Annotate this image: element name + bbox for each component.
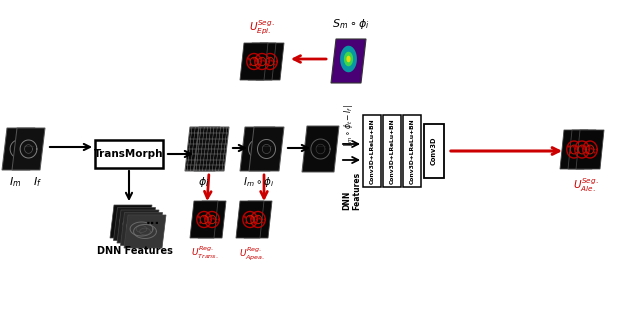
Polygon shape	[346, 56, 351, 62]
Polygon shape	[302, 126, 339, 172]
Polygon shape	[198, 201, 226, 238]
Text: $|I_m \circ \phi_t - I_f|$: $|I_m \circ \phi_t - I_f|$	[342, 104, 355, 147]
Text: $U^{Reg.}_{Apea.}$: $U^{Reg.}_{Apea.}$	[239, 245, 265, 262]
Text: Conv3D+LReLu+BN: Conv3D+LReLu+BN	[410, 118, 415, 184]
Polygon shape	[240, 43, 268, 80]
Text: Conv3D+LReLu+BN: Conv3D+LReLu+BN	[369, 118, 374, 184]
Polygon shape	[560, 130, 588, 169]
Text: $U^{Seg.}_{Epi.}$: $U^{Seg.}_{Epi.}$	[249, 19, 275, 37]
Text: $U^{Seg.}_{Ale.}$: $U^{Seg.}_{Ale.}$	[573, 176, 599, 194]
Polygon shape	[190, 201, 218, 238]
Polygon shape	[185, 127, 220, 171]
Polygon shape	[344, 52, 353, 66]
Polygon shape	[256, 43, 284, 80]
Polygon shape	[113, 208, 156, 240]
Bar	[363, 115, 381, 187]
Polygon shape	[124, 215, 166, 248]
Polygon shape	[568, 130, 596, 169]
Polygon shape	[120, 213, 163, 245]
Polygon shape	[110, 205, 152, 238]
Bar	[403, 115, 421, 187]
Text: $I_f$: $I_f$	[33, 175, 42, 189]
Text: Conv3D+LReLu+BN: Conv3D+LReLu+BN	[390, 118, 394, 184]
Bar	[424, 124, 444, 178]
Text: $I_m$: $I_m$	[9, 175, 21, 189]
Bar	[95, 140, 163, 168]
Polygon shape	[240, 127, 275, 171]
Text: ...: ...	[146, 214, 160, 226]
Polygon shape	[340, 46, 357, 72]
Text: $S_m \circ \phi_i$: $S_m \circ \phi_i$	[332, 17, 369, 31]
Polygon shape	[331, 39, 366, 83]
Polygon shape	[576, 130, 604, 169]
Polygon shape	[2, 128, 35, 170]
Polygon shape	[194, 127, 229, 171]
Text: DNN Features: DNN Features	[97, 246, 173, 256]
Polygon shape	[117, 210, 159, 243]
Text: DNN
Features: DNN Features	[342, 172, 362, 210]
Polygon shape	[244, 201, 272, 238]
Polygon shape	[248, 43, 276, 80]
Text: TransMorph: TransMorph	[94, 149, 164, 159]
Text: $I_m \circ \phi_i$: $I_m \circ \phi_i$	[243, 175, 275, 189]
Polygon shape	[12, 128, 45, 170]
Bar	[383, 115, 401, 187]
Polygon shape	[249, 127, 284, 171]
Text: Conv3D: Conv3D	[431, 137, 437, 165]
Polygon shape	[236, 201, 264, 238]
Text: $U^{Reg.}_{Trans.}$: $U^{Reg.}_{Trans.}$	[191, 245, 219, 261]
Text: $\phi_i$: $\phi_i$	[198, 175, 210, 189]
